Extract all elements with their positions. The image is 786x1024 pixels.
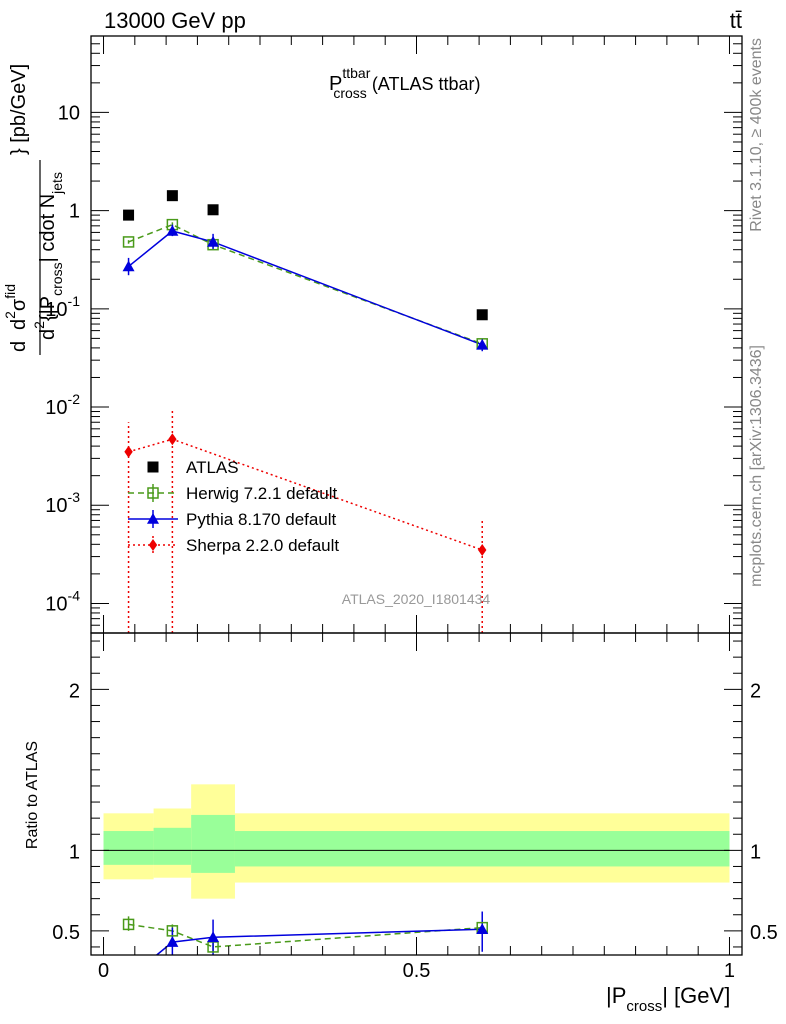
main-line-herwig: [128, 223, 483, 345]
main-point-sherpa: [168, 433, 177, 446]
ylabel-fid: fid: [2, 284, 18, 299]
beam-label: 13000 GeV pp: [104, 8, 246, 33]
ratio-band-green: [103, 831, 154, 865]
legend-marker-atlas: [147, 461, 159, 473]
ratio-line-herwig: [128, 923, 483, 948]
xlabel-sub: cross: [626, 998, 662, 1015]
main-line-pythia: [128, 230, 483, 346]
ratio-point-herwig: [122, 918, 135, 931]
ratio-point-herwig: [166, 925, 179, 937]
ylabel-num-d2: d: [8, 319, 30, 330]
main-point-pythia: [122, 260, 135, 272]
ratio-y-tick-label-right: 1: [750, 841, 761, 863]
svg-text:d: d: [8, 341, 30, 352]
ylabel-den-main: {|P: [37, 296, 59, 321]
legend-marker-sherpa: [148, 539, 158, 551]
ratio-line-pythia: [156, 928, 483, 956]
ratio-xlabel: |Pcross| [GeV]: [606, 983, 730, 1015]
ratio-y-tick-label: 0.5: [52, 922, 80, 944]
main-point-herwig: [122, 236, 135, 248]
ratio-point-pythia: [166, 936, 179, 947]
ratio-x-tick-label: 1: [724, 960, 735, 982]
legend-label-atlas: ATLAS: [186, 458, 239, 477]
ylabel-num-sup: 2: [2, 311, 18, 319]
main-point-atlas: [166, 190, 178, 202]
main-y-tick-label: 10-3: [45, 489, 80, 517]
ylabel-den-sup: 2: [31, 321, 47, 329]
ratio-panel: 0.5 0.5 1 1 2 2 0 0.5 1 Ratio to ATLAS |Pcross| …: [24, 632, 778, 1015]
mcplots-label: mcplots.cern.ch [arXiv:1306.3436]: [748, 345, 765, 587]
ylabel-num-d: d: [8, 341, 30, 352]
main-point-atlas: [207, 204, 219, 216]
xlabel-tail: | [GeV]: [662, 983, 730, 1008]
legend-label-pythia: Pythia 8.170 default: [186, 510, 337, 529]
main-title-sub: cross: [333, 85, 366, 101]
ratio-point-pythia: [476, 923, 489, 935]
ratio-y-tick-label: 2: [69, 680, 80, 702]
svg-text:d2{|Pcross| cdot Njets: d2{|Pcross| cdot Njets: [31, 172, 65, 340]
ylabel-den-sub2: jets: [49, 172, 65, 195]
main-y-tick-label: 10-1: [45, 293, 80, 321]
main-point-sherpa: [124, 445, 133, 458]
main-ylabel: d d2σfid d2{|Pcross| cdot Njets } [pb/Ge…: [2, 64, 65, 355]
legend-marker-pythia: [147, 513, 159, 524]
main-point-pythia: [207, 235, 220, 247]
main-point-pythia: [476, 338, 489, 350]
ylabel-sigma: σ: [8, 298, 30, 311]
ylabel-den-d: d: [37, 329, 59, 340]
ratio-y-tick-label: 1: [69, 841, 80, 863]
ratio-y-tick-label-right: 0.5: [750, 922, 778, 944]
ratio-ylabel: Ratio to ATLAS: [24, 741, 41, 849]
process-label: tt̄: [730, 8, 742, 33]
xlabel-base: |P: [606, 983, 626, 1008]
legend-marker-herwig: [147, 487, 159, 499]
ratio-point-pythia: [207, 931, 220, 943]
ratio-frame: [90, 632, 743, 956]
svg-text:d2σfid: d2σfid: [2, 284, 30, 330]
ratio-band-green: [153, 827, 192, 865]
ylabel-den-end: | cdot N: [37, 194, 59, 263]
main-point-atlas: [123, 209, 135, 221]
ratio-band-green: [191, 814, 235, 873]
legend-label-herwig: Herwig 7.2.1 default: [186, 484, 337, 503]
main-point-sherpa: [478, 544, 487, 557]
main-title-base: P: [329, 73, 342, 95]
main-title: Pttbar cross (ATLAS ttbar): [329, 65, 481, 101]
ratio-band-green: [234, 831, 730, 867]
rivet-label: Rivet 3.1.10, ≥ 400k events: [748, 38, 765, 232]
ratio-x-tick-label: 0.5: [403, 960, 431, 982]
ratio-x-tick-label: 0: [98, 960, 109, 982]
main-title-sup: ttbar: [342, 65, 370, 81]
main-y-tick-label: 10-2: [45, 391, 80, 419]
ylabel-den-sub: cross: [49, 262, 65, 295]
ylabel-tail: } [pb/GeV]: [8, 64, 30, 155]
main-panel: 10-4 10-3 10-2 10-1 1 10 Pttbar cross (ATLAS tt…: [2, 35, 743, 634]
main-y-tick-label: 10-4: [45, 587, 80, 615]
main-point-pythia: [166, 225, 179, 236]
legend-label-sherpa: Sherpa 2.2.0 default: [186, 536, 339, 555]
watermark: ATLAS_2020_I1801434: [342, 591, 491, 607]
main-y-tick-label: 10: [58, 102, 80, 124]
main-y-tick-label: 1: [69, 201, 80, 223]
main-point-atlas: [476, 309, 488, 321]
ratio-y-tick-label-right: 2: [750, 680, 761, 702]
main-title-suffix: (ATLAS ttbar): [372, 74, 481, 94]
svg-text:} [pb/GeV]: } [pb/GeV]: [8, 64, 30, 155]
legend: ATLAS Herwig 7.2.1 default Pythia 8.170 de…: [128, 458, 339, 555]
